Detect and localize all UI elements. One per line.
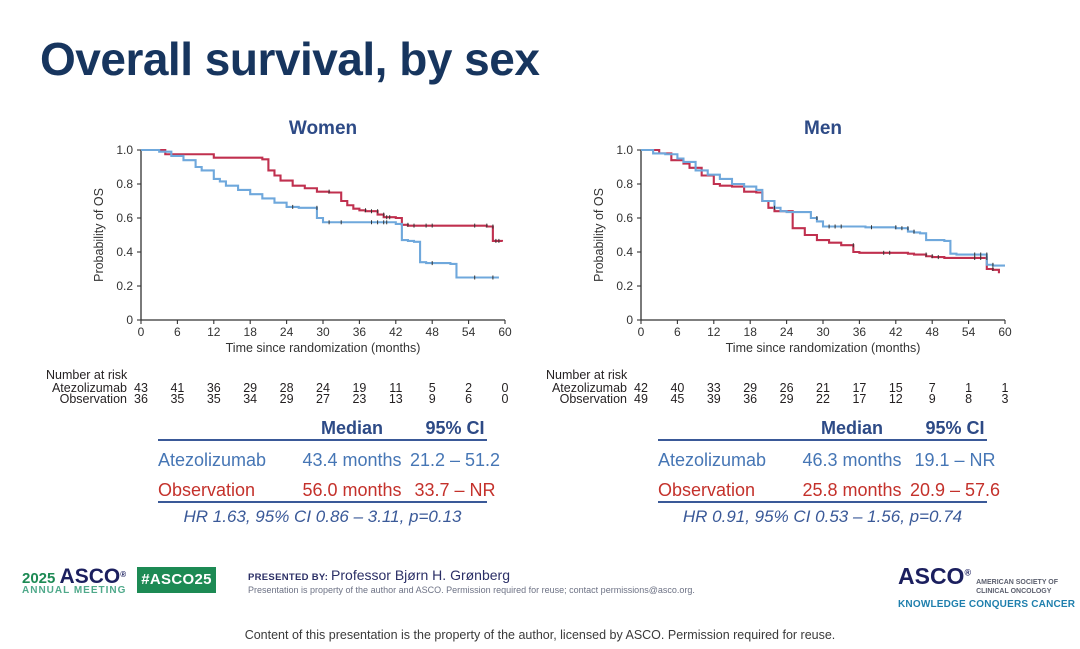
svg-text:0: 0	[126, 313, 133, 327]
svg-text:18: 18	[244, 325, 258, 339]
svg-text:0: 0	[626, 313, 633, 327]
svg-text:0.4: 0.4	[616, 245, 633, 259]
svg-text:30: 30	[316, 325, 330, 339]
svg-text:48: 48	[426, 325, 440, 339]
svg-text:54: 54	[462, 325, 476, 339]
svg-text:Probability of OS: Probability of OS	[92, 188, 106, 282]
svg-text:54: 54	[962, 325, 976, 339]
svg-text:60: 60	[498, 325, 512, 339]
svg-text:0.6: 0.6	[116, 211, 133, 225]
svg-text:30: 30	[816, 325, 830, 339]
svg-text:0.6: 0.6	[616, 211, 633, 225]
svg-text:48: 48	[926, 325, 940, 339]
svg-text:12: 12	[707, 325, 721, 339]
svg-text:42: 42	[389, 325, 403, 339]
svg-text:42: 42	[889, 325, 903, 339]
svg-text:0.2: 0.2	[616, 279, 633, 293]
svg-text:Time since randomization (mont: Time since randomization (months)	[726, 341, 921, 355]
svg-text:0: 0	[638, 325, 645, 339]
svg-text:36: 36	[353, 325, 367, 339]
svg-text:1.0: 1.0	[616, 143, 633, 157]
svg-text:0.2: 0.2	[116, 279, 133, 293]
svg-text:12: 12	[207, 325, 221, 339]
svg-text:6: 6	[674, 325, 681, 339]
svg-text:6: 6	[174, 325, 181, 339]
svg-text:18: 18	[744, 325, 758, 339]
svg-text:0.4: 0.4	[116, 245, 133, 259]
svg-text:0.8: 0.8	[116, 177, 133, 191]
svg-text:Time since randomization (mont: Time since randomization (months)	[226, 341, 421, 355]
svg-text:24: 24	[280, 325, 294, 339]
svg-text:Probability of OS: Probability of OS	[592, 188, 606, 282]
svg-text:24: 24	[780, 325, 794, 339]
svg-text:0: 0	[138, 325, 145, 339]
svg-text:0.8: 0.8	[616, 177, 633, 191]
svg-text:1.0: 1.0	[116, 143, 133, 157]
svg-text:60: 60	[998, 325, 1012, 339]
svg-text:36: 36	[853, 325, 867, 339]
